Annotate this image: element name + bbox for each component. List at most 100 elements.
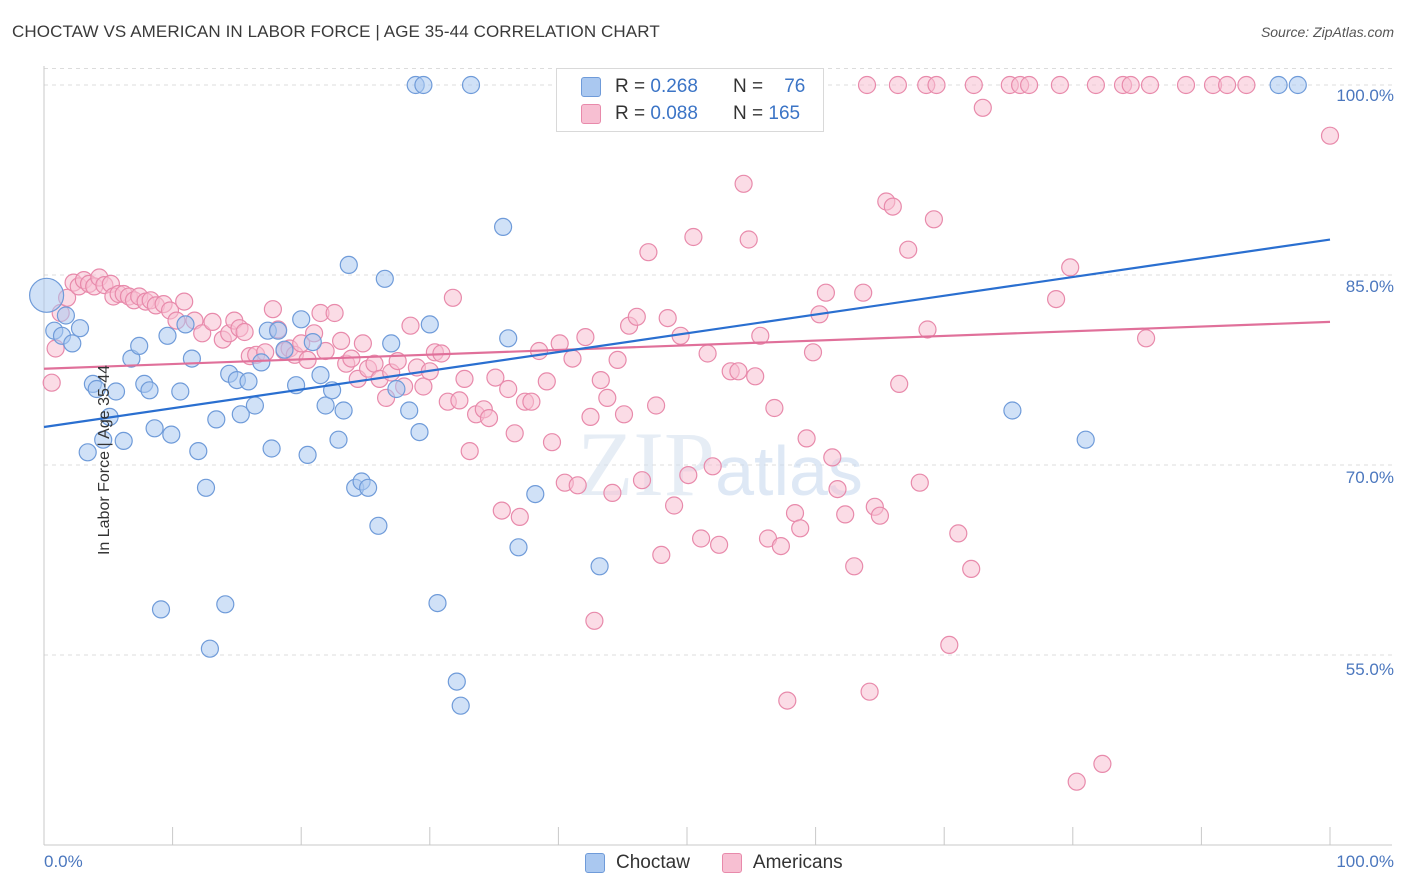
choctaw-point-28 [216, 595, 235, 614]
americans-point-96 [627, 307, 646, 326]
choctaw-point-11 [106, 382, 126, 401]
americans-point-89 [585, 611, 604, 630]
americans-n-label: N = [733, 103, 764, 124]
choctaw-point-17 [145, 419, 164, 438]
legend-item-americans[interactable]: Americans [721, 852, 843, 874]
americans-point-24 [175, 292, 194, 311]
americans-point-138 [910, 473, 929, 492]
americans-point-69 [460, 442, 479, 461]
choctaw-point-57 [410, 423, 429, 442]
americans-point-135 [883, 197, 902, 216]
choctaw-point-67 [509, 538, 528, 557]
americans-point-167 [1237, 75, 1256, 95]
choctaw-point-54 [382, 334, 401, 353]
y-tick-label-55: 55.0% [1345, 660, 1394, 679]
americans-point-123 [803, 343, 823, 362]
americans-point-76 [505, 424, 524, 443]
choctaw-trend-line [43, 238, 1331, 429]
legend-item-choctaw[interactable]: Choctaw [585, 852, 690, 874]
americans-point-128 [836, 505, 855, 524]
americans-point-66 [443, 288, 462, 307]
choctaw-point-19 [158, 326, 177, 345]
americans-point-75 [499, 379, 518, 399]
americans-point-125 [816, 283, 836, 302]
americans-point-133 [870, 506, 890, 525]
americans-point-61 [414, 377, 433, 396]
americans-point-47 [332, 331, 351, 350]
choctaw-point-41 [298, 445, 317, 464]
americans-point-117 [765, 398, 784, 418]
choctaw-point-0 [28, 277, 65, 313]
americans-point-107 [698, 344, 717, 363]
americans-point-32 [235, 322, 254, 342]
americans-point-73 [486, 368, 505, 387]
americans-point-136 [890, 374, 909, 393]
americans-point-143 [962, 559, 981, 579]
americans-point-27 [203, 312, 222, 331]
americans-point-108 [703, 457, 722, 476]
americans-point-67 [450, 391, 469, 410]
choctaw-point-69 [590, 557, 609, 576]
americans-point-151 [857, 75, 877, 95]
americans-point-166 [1217, 75, 1237, 95]
legend-label-choctaw: Choctaw [616, 852, 690, 873]
choctaw-point-61 [451, 696, 470, 715]
choctaw-point-27 [207, 410, 226, 429]
choctaw-point-9 [94, 430, 113, 449]
choctaw-r-value: 0.268 [650, 76, 698, 97]
choctaw-n-value: 76 [784, 76, 806, 97]
americans-point-122 [797, 429, 816, 448]
choctaw-point-14 [130, 336, 149, 355]
americans-point-36 [263, 300, 282, 319]
americans-point-141 [940, 635, 959, 655]
watermark-atlas: atlas [715, 432, 863, 510]
americans-legend-swatch [721, 853, 742, 873]
americans-point-46 [325, 303, 344, 323]
americans-swatch [581, 104, 601, 124]
americans-r-value: 0.088 [650, 103, 698, 124]
choctaw-point-66 [499, 329, 518, 348]
choctaw-point-21 [171, 382, 190, 401]
americans-point-144 [973, 98, 992, 117]
series-legend: Choctaw Americans [585, 852, 875, 874]
legend-row-americans: R = 0.088 N = 165 [581, 102, 800, 126]
americans-point-86 [568, 476, 587, 495]
americans-point-159 [1050, 75, 1070, 95]
americans-point-152 [888, 75, 908, 95]
americans-point-113 [739, 230, 758, 249]
choctaw-point-34 [252, 353, 271, 372]
choctaw-point-60 [447, 672, 466, 691]
americans-point-59 [401, 316, 420, 335]
americans-point-115 [751, 326, 770, 345]
choctaw-point-22 [176, 315, 195, 334]
choctaw-point-64 [461, 75, 481, 95]
americans-point-127 [828, 480, 847, 499]
choctaw-point-42 [303, 333, 322, 352]
americans-point-104 [679, 466, 698, 485]
americans-point-140 [924, 210, 944, 229]
americans-point-119 [778, 691, 797, 710]
choctaw-point-3 [56, 306, 76, 325]
choctaw-swatch [581, 77, 601, 97]
choctaw-point-38 [275, 340, 294, 359]
americans-point-130 [854, 283, 873, 302]
americans-point-92 [603, 483, 622, 502]
choctaw-point-4 [63, 334, 82, 353]
americans-point-145 [1046, 290, 1066, 309]
choctaw-point-31 [231, 405, 250, 424]
choctaw-point-24 [189, 442, 208, 461]
americans-point-114 [746, 367, 765, 386]
americans-point-100 [652, 545, 671, 565]
choctaw-point-18 [151, 600, 171, 619]
axes [43, 66, 1392, 846]
americans-point-126 [823, 448, 842, 467]
americans-point-81 [537, 372, 556, 391]
choctaw-point-68 [526, 485, 545, 504]
choctaw-point-74 [1269, 75, 1288, 95]
choctaw-points [28, 75, 1307, 715]
choctaw-point-20 [162, 425, 181, 444]
correlation-legend: R = 0.268 N = 76 R = 0.088 N = 165 [556, 68, 824, 132]
choctaw-point-5 [70, 319, 90, 338]
americans-point-111 [729, 362, 748, 381]
